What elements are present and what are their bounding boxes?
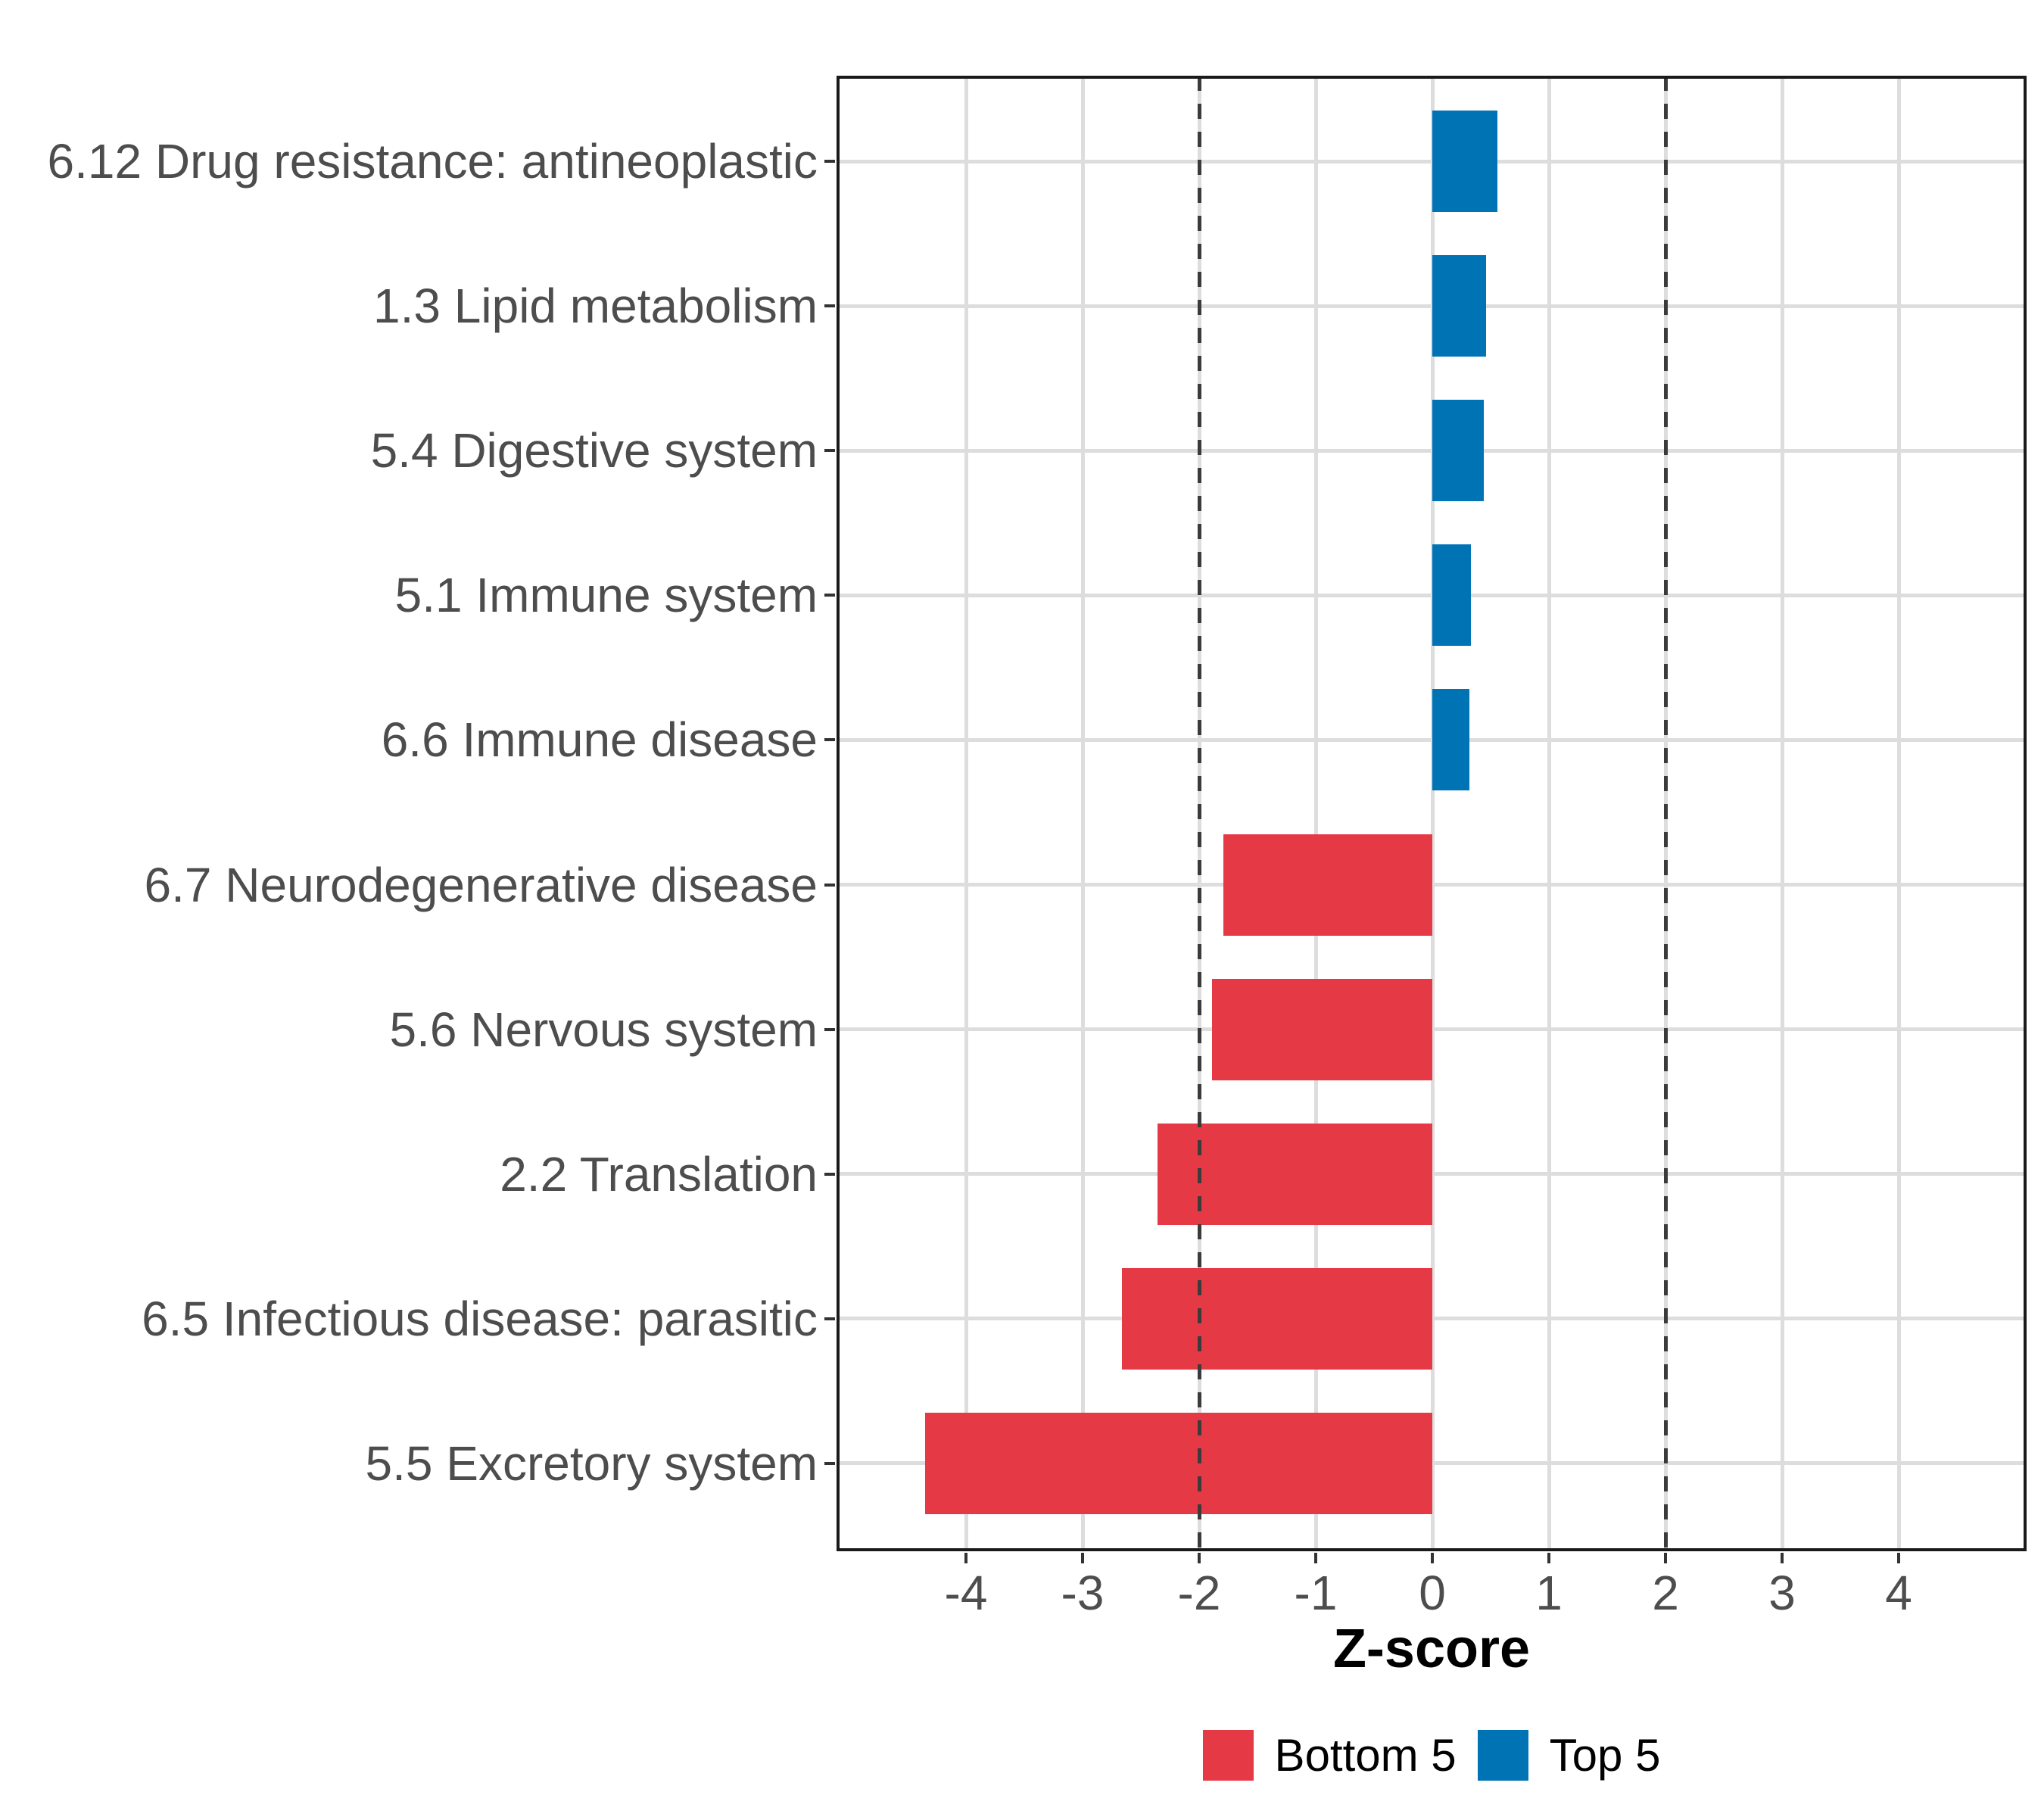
y-tick	[824, 1461, 835, 1465]
bar-5.5	[925, 1412, 1432, 1514]
bar-5.4	[1432, 400, 1484, 502]
y-tick	[824, 1027, 835, 1031]
x-tick	[1664, 1553, 1667, 1563]
y-tick	[824, 883, 835, 887]
reference-line	[1663, 76, 1668, 1551]
legend-label-top5: Top 5	[1549, 1729, 1661, 1781]
bar-1.3	[1432, 255, 1486, 357]
x-tick-label: -2	[1177, 1566, 1221, 1620]
y-axis-label: 6.6 Immune disease	[381, 712, 818, 768]
y-axis-label: 2.2 Translation	[500, 1146, 818, 1201]
gridline-x	[1780, 76, 1784, 1551]
x-tick-label: -3	[1061, 1566, 1105, 1620]
gridline-x	[964, 76, 968, 1551]
x-tick	[1314, 1553, 1317, 1563]
x-tick-label: 3	[1768, 1566, 1796, 1620]
x-tick	[1547, 1553, 1550, 1563]
y-axis-label: 5.1 Immune system	[394, 568, 818, 623]
x-tick-label: 2	[1652, 1566, 1679, 1620]
x-tick-label: -4	[944, 1566, 988, 1620]
y-axis-label: 6.5 Infectious disease: parasitic	[142, 1291, 818, 1346]
bar-6.6	[1432, 689, 1470, 791]
bar-6.12	[1432, 111, 1498, 212]
y-tick	[824, 160, 835, 163]
x-axis-title: Z-score	[1332, 1619, 1531, 1679]
y-axis-label: 6.12 Drug resistance: antineoplastic	[47, 134, 818, 189]
y-axis-label: 5.4 Digestive system	[370, 423, 818, 478]
legend-item-bottom5: Bottom 5	[1202, 1729, 1457, 1781]
gridline-x	[1896, 76, 1901, 1551]
gridline-x	[1080, 76, 1085, 1551]
bar-5.6	[1211, 978, 1432, 1080]
bar-2.2	[1157, 1123, 1432, 1225]
reference-line	[1197, 76, 1201, 1551]
legend-key-top5-swatch	[1477, 1729, 1528, 1781]
x-tick-label: 4	[1885, 1566, 1912, 1620]
y-axis-label: 6.7 Neurodegenerative disease	[144, 857, 818, 912]
x-tick	[1081, 1553, 1084, 1563]
x-tick-label: 1	[1535, 1566, 1563, 1620]
plot-panel	[837, 76, 2027, 1551]
gridline-x	[1547, 76, 1551, 1551]
x-tick	[1897, 1553, 1900, 1563]
gridline-x	[1313, 76, 1318, 1551]
x-tick-label: 0	[1419, 1566, 1446, 1620]
y-tick	[824, 738, 835, 742]
y-tick	[824, 1317, 835, 1320]
x-tick	[1431, 1553, 1434, 1563]
y-tick	[824, 304, 835, 308]
y-tick	[824, 449, 835, 453]
x-tick	[1198, 1553, 1201, 1563]
x-tick-label: -1	[1294, 1566, 1338, 1620]
legend-label-bottom5: Bottom 5	[1274, 1729, 1457, 1781]
y-tick	[824, 594, 835, 597]
y-tick	[824, 1172, 835, 1176]
legend-key-bottom5-swatch	[1202, 1729, 1254, 1781]
gridline-x	[1430, 76, 1435, 1551]
x-tick	[1781, 1553, 1784, 1563]
bar-5.1	[1432, 544, 1471, 647]
legend: Bottom 5 Top 5	[837, 1728, 2027, 1782]
legend-item-top5: Top 5	[1477, 1729, 1661, 1781]
y-axis-label: 5.6 Nervous system	[389, 1002, 818, 1057]
bar-6.7	[1223, 834, 1432, 936]
x-tick	[964, 1553, 967, 1563]
bar-6.5	[1122, 1267, 1432, 1370]
y-axis-label: 5.5 Excretory system	[365, 1435, 818, 1491]
y-axis-label: 1.3 Lipid metabolism	[373, 279, 818, 334]
